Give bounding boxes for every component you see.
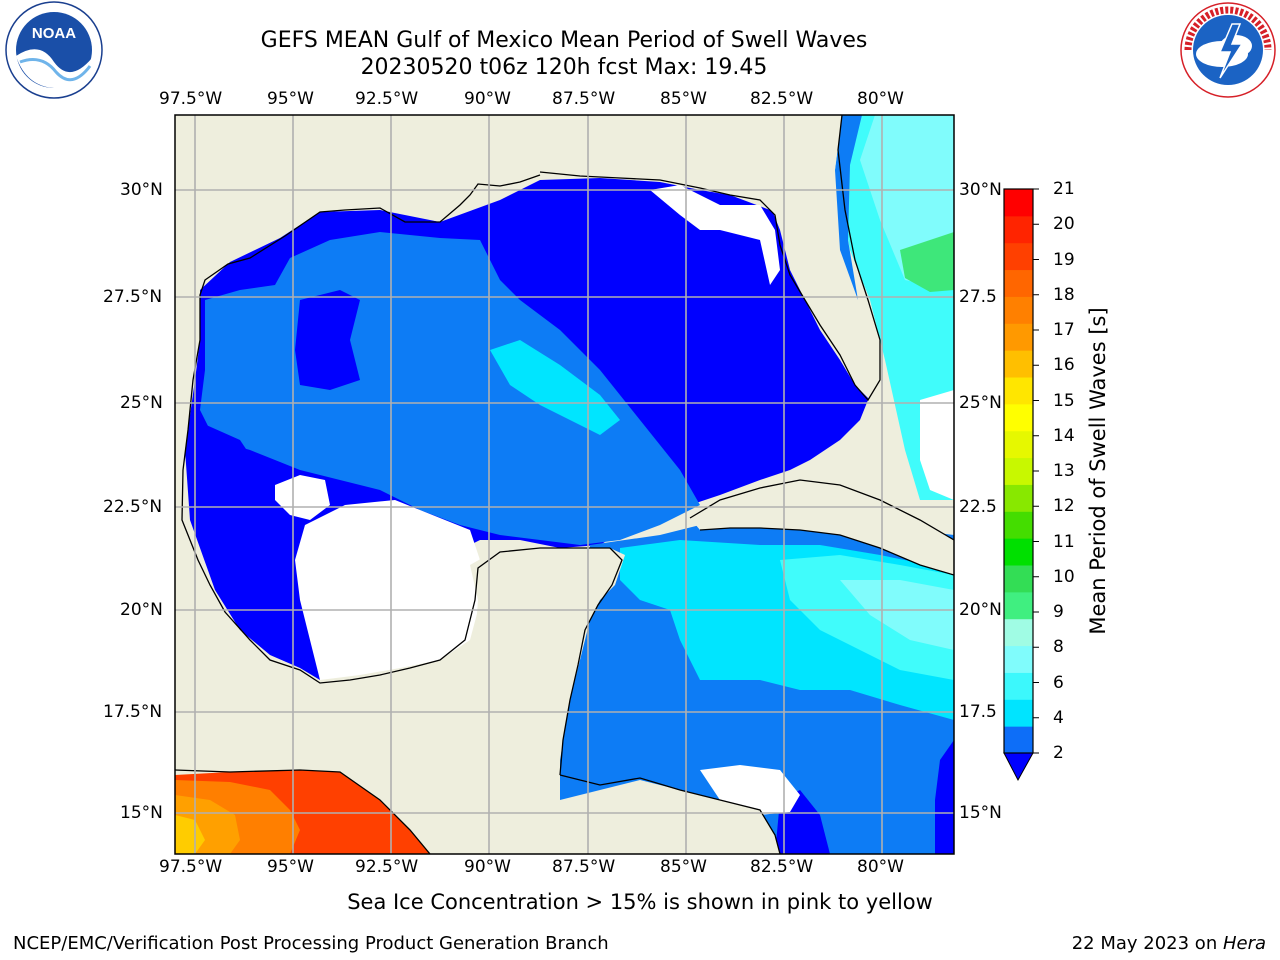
footer-credit: NCEP/EMC/Verification Post Processing Pr… bbox=[13, 933, 609, 954]
colorbar-tick-label: 15 bbox=[1053, 390, 1075, 411]
colorbar-tick-label: 17 bbox=[1053, 320, 1075, 340]
colorbar-tick-label: 12 bbox=[1053, 496, 1075, 517]
colorbar-tick-label: 4 bbox=[1053, 707, 1064, 728]
lon-label-top: 97.5°W bbox=[159, 89, 223, 109]
colorbar-tick-label: 14 bbox=[1053, 425, 1075, 446]
colorbar-tick-label: 11 bbox=[1053, 531, 1075, 552]
us-south-land bbox=[540, 115, 880, 400]
lat-label-right: 22.5 bbox=[959, 497, 997, 517]
colorbar-tick-label: 10 bbox=[1053, 566, 1075, 587]
yucatan-peninsula bbox=[360, 548, 625, 810]
colorbar-tick-label: 9 bbox=[1053, 602, 1064, 622]
noaa-logo: NOAA bbox=[0, 0, 108, 100]
colorbar-tick-label: 13 bbox=[1053, 461, 1075, 481]
coastlines bbox=[175, 115, 954, 854]
atlantic-coastal-blue bbox=[835, 115, 862, 300]
colorbar-tick-label: 8 bbox=[1053, 637, 1064, 658]
footer-date-text: 22 May 2023 on bbox=[1071, 933, 1223, 954]
lat-label-right: 17.5 bbox=[959, 702, 997, 722]
lon-label-top: 80°W bbox=[857, 89, 904, 109]
colorbar-tick-label: 19 bbox=[1053, 249, 1075, 270]
lon-label-top: 87.5°W bbox=[552, 89, 616, 109]
lat-label-left: 20°N bbox=[120, 600, 163, 620]
chart-subtitle-forecast: 20230520 t06z 120h fcst Max: 19.45 bbox=[360, 55, 768, 80]
graticule bbox=[175, 115, 954, 854]
lon-label-bottom: 95°W bbox=[267, 857, 314, 877]
lon-label-bottom: 85°W bbox=[660, 857, 707, 877]
lon-label-bottom: 90°W bbox=[464, 857, 511, 877]
sea-ice-note: Sea Ice Concentration > 15% is shown in … bbox=[347, 890, 933, 914]
caribbean-pale-band bbox=[840, 580, 954, 650]
lat-label-right: 20°N bbox=[959, 600, 1002, 620]
lon-label-top: 82.5°W bbox=[750, 89, 814, 109]
lat-label-left: 17.5°N bbox=[103, 702, 163, 722]
lon-label-bottom: 80°W bbox=[857, 857, 904, 877]
colorbar-tick-label: 2 bbox=[1053, 743, 1064, 763]
campeche-mask bbox=[275, 475, 330, 520]
lon-label-top: 95°W bbox=[267, 89, 314, 109]
lon-label-bottom: 82.5°W bbox=[750, 857, 814, 877]
lon-label-top: 90°W bbox=[464, 89, 511, 109]
noaa-logo-text: NOAA bbox=[32, 25, 76, 42]
honduras-shelf-mask bbox=[700, 765, 800, 815]
colorbar-tick-label: 16 bbox=[1053, 355, 1075, 376]
gulf-west-deep-band bbox=[195, 420, 300, 600]
lat-label-left: 15°N bbox=[120, 803, 163, 823]
lon-label-top: 85°W bbox=[660, 89, 707, 109]
lon-label-bottom: 87.5°W bbox=[552, 857, 616, 877]
lat-label-left: 27.5°N bbox=[103, 287, 163, 307]
lat-label-right: 27.5 bbox=[959, 287, 997, 307]
lon-label-top: 92.5°W bbox=[355, 89, 419, 109]
caribbean-deep-east bbox=[935, 740, 954, 854]
mexico-west-coast-land bbox=[175, 115, 540, 770]
colorbar-tick-label: 6 bbox=[1053, 672, 1064, 693]
lat-label-right: 25°N bbox=[959, 393, 1002, 413]
colorbar-tick-labels: 21 20 19 18 17 16 15 14 13 12 11 10 9 8 6 4 2 bbox=[1053, 179, 1093, 771]
nws-logo bbox=[1176, 0, 1280, 100]
colorbar-label: Mean Period of Swell Waves [s] bbox=[1086, 307, 1110, 635]
lon-label-bottom: 92.5°W bbox=[355, 857, 419, 877]
bahamas-mask bbox=[920, 390, 954, 500]
lat-label-right: 15°N bbox=[959, 803, 1002, 823]
lat-label-left: 30°N bbox=[120, 180, 163, 200]
pacific-yellow bbox=[175, 815, 205, 854]
colorbar-tick-label: 21 bbox=[1053, 179, 1075, 199]
footer-date: 22 May 2023 on Hera bbox=[1072, 933, 1266, 954]
chart-title: GEFS MEAN Gulf of Mexico Mean Period of … bbox=[260, 28, 868, 53]
colorbar-tick-label: 18 bbox=[1053, 284, 1075, 305]
footer-host: Hera bbox=[1222, 933, 1266, 954]
lat-label-left: 25°N bbox=[120, 393, 163, 413]
map-frame bbox=[174, 114, 955, 855]
florida-shelf-mask bbox=[650, 185, 780, 285]
lon-label-bottom: 97.5°W bbox=[159, 857, 223, 877]
gulf-inner-deep-patch bbox=[295, 290, 360, 390]
atlantic-green-patch bbox=[900, 232, 954, 292]
yucatan-shelf-mask bbox=[295, 500, 480, 680]
colorbar-tick-label: 20 bbox=[1053, 214, 1075, 235]
lat-label-right: 30°N bbox=[959, 180, 1002, 200]
lat-label-left: 22.5°N bbox=[103, 497, 163, 517]
